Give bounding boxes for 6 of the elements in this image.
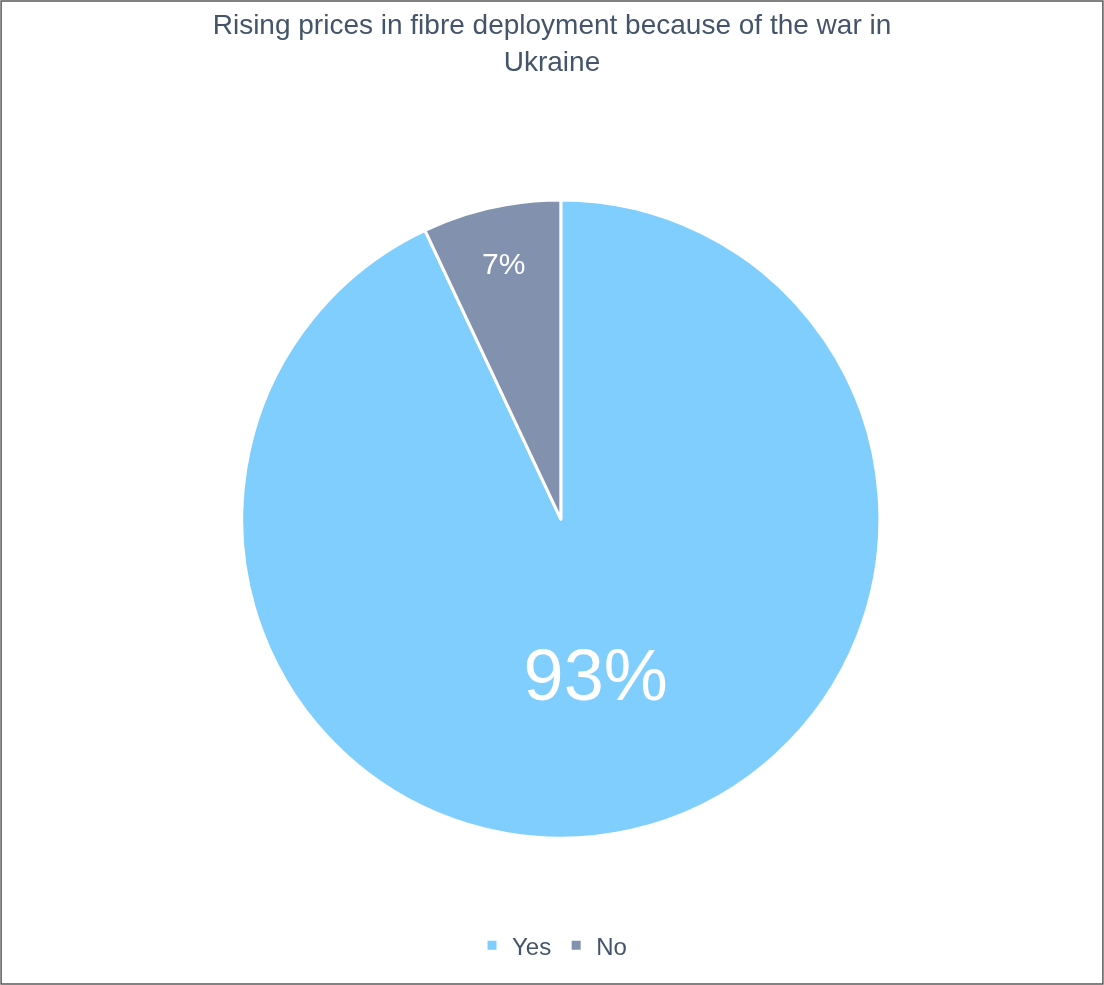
data-label: 7% — [482, 246, 526, 280]
legend-label: No — [596, 932, 627, 960]
chart-title: Rising prices in fibre deployment because of the war in Ukraine — [212, 9, 892, 77]
data-label: 93% — [523, 634, 668, 715]
legend-label: Yes — [512, 932, 552, 960]
pie-slice — [240, 198, 882, 840]
